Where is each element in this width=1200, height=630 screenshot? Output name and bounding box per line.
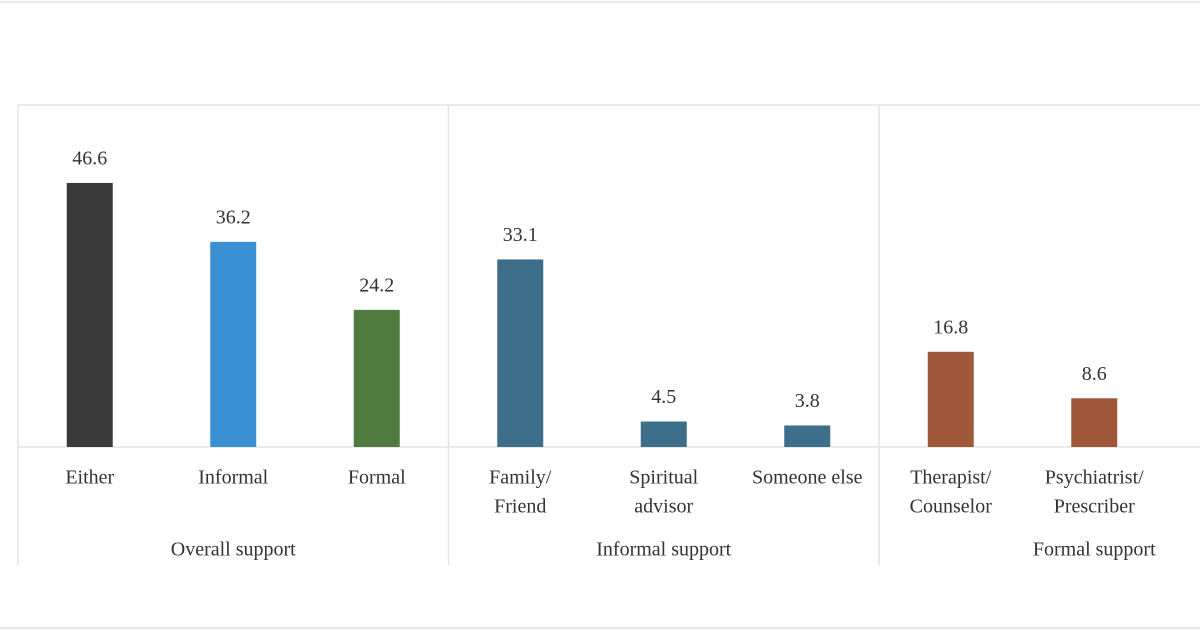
x-tick-label: Either bbox=[65, 467, 114, 489]
group-label: Informal support bbox=[596, 539, 731, 561]
value-label: 46.6 bbox=[72, 148, 107, 170]
value-label: 24.2 bbox=[359, 274, 394, 296]
x-tick-label: Informal bbox=[198, 467, 268, 489]
value-label: 4.5 bbox=[651, 386, 676, 408]
bar bbox=[210, 241, 257, 447]
group-label: Overall support bbox=[171, 539, 296, 561]
x-tick-label: Formal bbox=[348, 467, 406, 489]
x-tick-label: Family/ bbox=[489, 467, 552, 489]
group-label: Formal support bbox=[1033, 539, 1156, 561]
value-label: 16.8 bbox=[933, 316, 968, 338]
x-tick-label: Prescriber bbox=[1054, 496, 1135, 518]
x-tick-label: Psychiatrist/ bbox=[1045, 467, 1144, 489]
x-tick-label: Spiritual bbox=[629, 467, 698, 489]
value-label: 33.1 bbox=[503, 224, 538, 246]
value-label: 36.2 bbox=[216, 206, 251, 228]
bar bbox=[353, 309, 400, 447]
bar bbox=[784, 425, 831, 447]
x-tick-label: Someone else bbox=[752, 467, 863, 489]
x-tick-label: Counselor bbox=[910, 496, 993, 518]
bar bbox=[1071, 398, 1118, 447]
value-label: 8.6 bbox=[1082, 363, 1107, 385]
bar bbox=[497, 259, 544, 447]
bar bbox=[66, 182, 113, 447]
bar bbox=[927, 351, 974, 447]
value-label: 3.8 bbox=[795, 390, 820, 412]
x-tick-label: Friend bbox=[494, 496, 546, 518]
bar bbox=[640, 421, 687, 447]
x-tick-label: Therapist/ bbox=[910, 467, 992, 489]
x-tick-label: advisor bbox=[634, 496, 693, 518]
